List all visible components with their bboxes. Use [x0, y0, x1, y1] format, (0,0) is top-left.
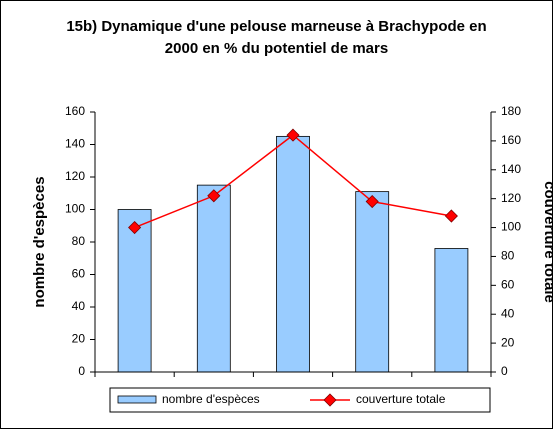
y2-tick-label: 40: [501, 306, 515, 320]
y-tick-label: 80: [72, 234, 86, 248]
legend-box: [109, 387, 491, 413]
y2-axis-label: couverture totale: [541, 181, 553, 303]
y2-tick-label: 140: [501, 162, 521, 176]
legend-swatch: [117, 395, 157, 404]
y-tick-label: 140: [65, 137, 85, 151]
legend-marker: [323, 393, 337, 407]
line-marker: [444, 209, 458, 223]
y2-tick-label: 80: [501, 249, 515, 263]
y2-tick-label: 0: [501, 364, 508, 378]
y-tick-label: 100: [65, 202, 85, 216]
y-tick-label: 40: [72, 299, 86, 313]
y2-tick-label: 180: [501, 104, 521, 118]
line-marker: [128, 220, 142, 235]
y-tick-label: 0: [78, 364, 85, 378]
line-marker: [286, 128, 300, 142]
y2-tick-label: 120: [501, 191, 521, 205]
bar: [355, 191, 390, 373]
line-marker: [365, 194, 379, 209]
y2-tick-label: 160: [501, 133, 521, 147]
y-tick-label: 60: [72, 267, 86, 281]
bar: [276, 135, 310, 373]
legend-label: couverture totale: [356, 392, 446, 406]
bar: [117, 209, 152, 373]
y2-tick-label: 100: [501, 220, 521, 234]
chart-title: 15b) Dynamique d'une pelouse marneuse à …: [66, 18, 487, 57]
bar: [434, 248, 469, 373]
y-tick-label: 160: [65, 104, 85, 118]
y-tick-label: 20: [72, 332, 86, 346]
y2-tick-label: 20: [501, 335, 515, 349]
legend-label: nombre d'espèces: [162, 392, 260, 406]
y-axis-label: nombre d'espèces: [31, 176, 48, 307]
bar: [196, 184, 231, 373]
line-marker: [207, 189, 221, 203]
y2-tick-label: 60: [501, 278, 515, 292]
y-tick-label: 120: [65, 169, 85, 183]
